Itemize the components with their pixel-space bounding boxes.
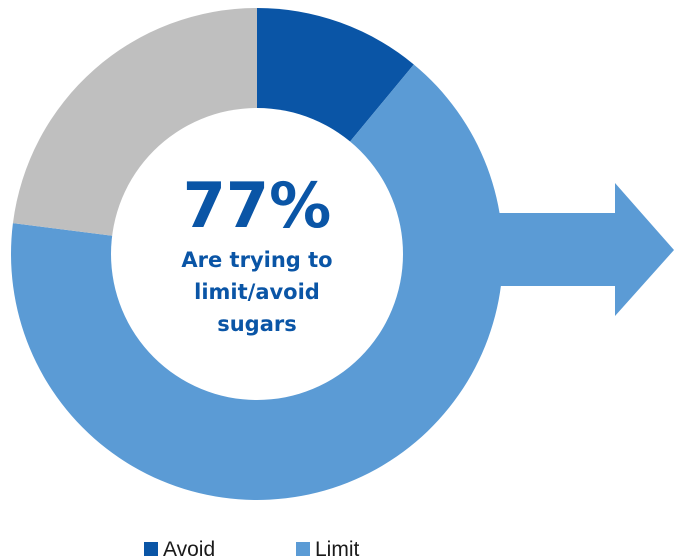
center-percentage: 77% — [183, 169, 331, 242]
right-arrow-icon — [495, 183, 674, 316]
legend-swatch-limit — [296, 542, 310, 556]
center-caption-line-3: sugars — [217, 312, 297, 336]
legend-swatch-avoid — [144, 542, 158, 556]
center-caption-line-1: Are trying to — [181, 248, 332, 272]
legend: Avoid Limit — [144, 538, 360, 560]
donut-hole — [111, 108, 403, 400]
legend-label-avoid: Avoid — [163, 538, 215, 560]
legend-label-limit: Limit — [315, 538, 360, 560]
center-caption-line-2: limit/avoid — [194, 280, 320, 304]
